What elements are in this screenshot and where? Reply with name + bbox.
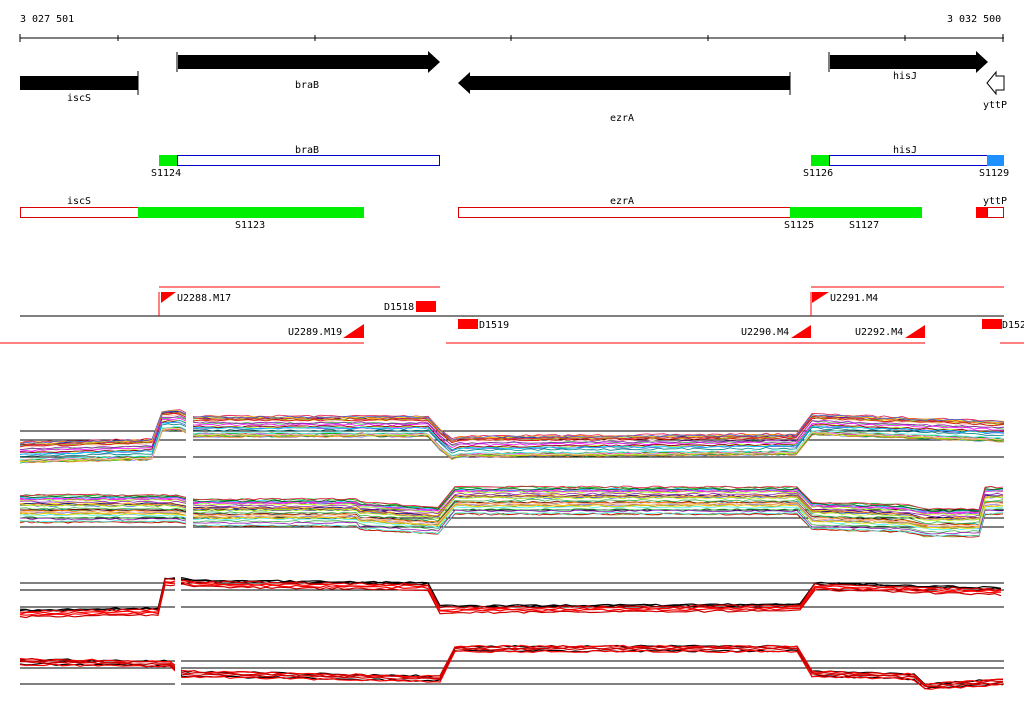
transcript-yttP[interactable] bbox=[987, 207, 1004, 218]
panel-gap bbox=[175, 570, 181, 690]
feature-label-U2290: U2290.M4 bbox=[741, 327, 789, 338]
gene-hisJ-arrow[interactable] bbox=[830, 51, 988, 73]
expression-trace bbox=[19, 511, 1004, 537]
feature-track: U2288.M17 D1518 U2289.M19 D1519 U2290.M4… bbox=[0, 286, 1024, 344]
expression-trace bbox=[19, 647, 1004, 688]
segment-label-S1129: S1129 bbox=[979, 168, 1009, 179]
gene-label-ezrA: ezrA bbox=[610, 113, 634, 124]
segment-gene-label-braB: braB bbox=[295, 145, 319, 156]
expression-trace bbox=[19, 492, 1004, 518]
segment-gene-label-hisJ: hisJ bbox=[893, 145, 917, 156]
segment-S1123[interactable] bbox=[138, 207, 364, 218]
expression-trace bbox=[19, 512, 1004, 538]
expression-panel-4 bbox=[19, 644, 1004, 690]
feature-label-U2288: U2288.M17 bbox=[177, 293, 231, 304]
expression-profile-lines bbox=[19, 409, 1005, 464]
panel-gap bbox=[186, 408, 193, 548]
expression-trace bbox=[19, 646, 1004, 687]
transcript-braB[interactable] bbox=[177, 155, 440, 166]
promoter-flag-U2290[interactable] bbox=[791, 325, 811, 338]
gene-label-yttP: yttP bbox=[983, 100, 1007, 111]
ruler-start-label: 3 027 501 bbox=[20, 14, 74, 25]
expression-panel-3 bbox=[19, 576, 1004, 619]
segment-gene-label-iscS: iscS bbox=[67, 196, 91, 207]
expression-trace bbox=[19, 644, 1004, 686]
gene-label-hisJ: hisJ bbox=[893, 71, 917, 82]
segment-yttP-red[interactable] bbox=[976, 207, 988, 218]
feature-label-U2292: U2292.M4 bbox=[855, 327, 903, 338]
expression-profile-lines bbox=[19, 576, 1002, 619]
segment-track-1: braB S1124 hisJ S1126 S1129 bbox=[151, 145, 1009, 179]
gene-annotation-track: iscS braB ezrA hisJ yttP bbox=[20, 51, 1007, 124]
segment-S1126[interactable] bbox=[811, 155, 829, 166]
segment-track-2: iscS S1123 ezrA S1125 S1127 yttP bbox=[20, 196, 1007, 231]
segment-S1124[interactable] bbox=[159, 155, 177, 166]
expression-panel-1 bbox=[19, 409, 1005, 464]
expression-trace bbox=[19, 496, 1004, 522]
expression-trace bbox=[19, 489, 1004, 515]
feature-label-U2291: U2291.M4 bbox=[830, 293, 878, 304]
feature-label-D1518: D1518 bbox=[384, 302, 414, 313]
expression-trace bbox=[19, 508, 1004, 533]
promoter-flag-U2291[interactable] bbox=[812, 292, 829, 303]
feature-label-D152: D152 bbox=[1002, 320, 1024, 331]
expression-trace bbox=[19, 485, 1004, 511]
expression-trace bbox=[19, 494, 1004, 520]
segment-S1129[interactable] bbox=[987, 155, 1004, 166]
expression-profile-lines bbox=[19, 485, 1004, 538]
segment-label-S1127: S1127 bbox=[849, 220, 879, 231]
gene-iscS[interactable] bbox=[20, 76, 138, 90]
expression-trace bbox=[19, 499, 1004, 525]
expression-profile-lines bbox=[19, 644, 1004, 690]
feature-label-U2289: U2289.M19 bbox=[288, 327, 342, 338]
segment-gene-label-yttP: yttP bbox=[983, 196, 1007, 207]
promoter-flag-U2288[interactable] bbox=[161, 292, 176, 303]
expression-trace bbox=[19, 512, 1004, 538]
expression-trace bbox=[19, 501, 1004, 527]
gene-braB-arrow[interactable] bbox=[178, 51, 440, 73]
segment-label-S1126: S1126 bbox=[803, 168, 833, 179]
segment-label-S1123: S1123 bbox=[235, 220, 265, 231]
segment-gene-label-ezrA: ezrA bbox=[610, 196, 634, 207]
expression-trace bbox=[19, 487, 1004, 513]
coordinate-ruler: 3 027 501 3 032 500 bbox=[19, 14, 1004, 42]
transcript-iscS[interactable] bbox=[20, 207, 139, 218]
expression-trace bbox=[19, 505, 1004, 531]
segment-label-S1124: S1124 bbox=[151, 168, 181, 179]
promoter-flag-U2289[interactable] bbox=[343, 324, 364, 338]
expression-trace bbox=[19, 649, 1004, 690]
terminator-D1519[interactable] bbox=[458, 319, 478, 329]
expression-trace bbox=[19, 502, 1004, 527]
transcript-ezrA[interactable] bbox=[458, 207, 791, 218]
expression-panel-2 bbox=[19, 485, 1004, 538]
transcript-hisJ[interactable] bbox=[829, 155, 988, 166]
segment-label-S1125: S1125 bbox=[784, 220, 814, 231]
gene-ezrA-arrow[interactable] bbox=[458, 72, 790, 94]
ruler-end-label: 3 032 500 bbox=[947, 14, 1001, 25]
expression-trace bbox=[19, 504, 1004, 530]
gene-label-iscS: iscS bbox=[67, 93, 91, 104]
expression-trace bbox=[20, 509, 1004, 535]
expression-trace bbox=[19, 649, 1004, 690]
gene-label-braB: braB bbox=[295, 80, 319, 91]
terminator-D1518[interactable] bbox=[416, 301, 436, 312]
expression-trace bbox=[19, 494, 1004, 519]
segment-S1127[interactable] bbox=[790, 207, 922, 218]
gene-yttP-arrow[interactable] bbox=[986, 70, 1005, 96]
feature-label-D1519: D1519 bbox=[479, 320, 509, 331]
promoter-flag-U2292[interactable] bbox=[905, 325, 925, 338]
terminator-D152[interactable] bbox=[982, 319, 1002, 329]
